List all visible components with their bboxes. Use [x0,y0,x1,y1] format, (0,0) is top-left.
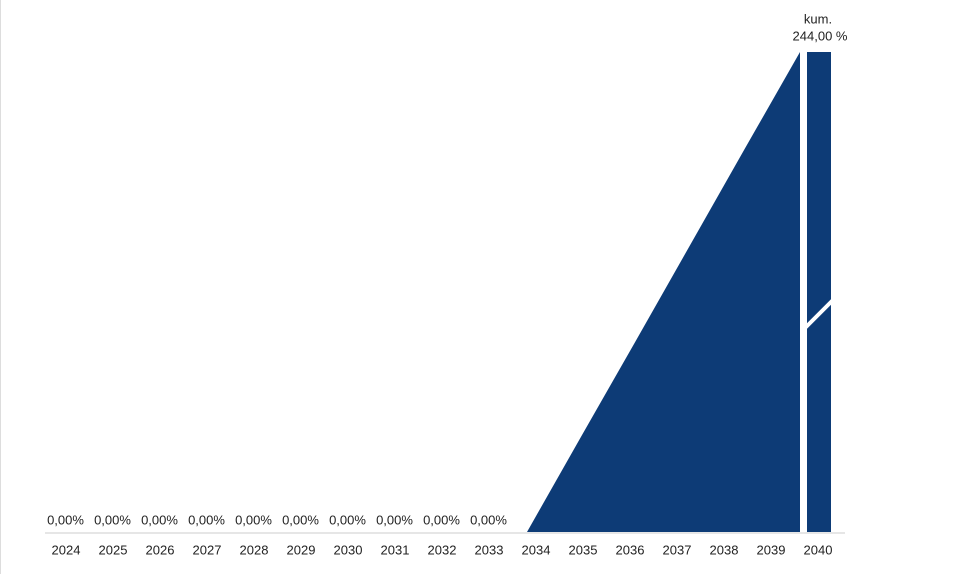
value-label: 0,00% [94,512,131,527]
value-label: 0,00% [188,512,225,527]
x-tick-label: 2030 [334,542,363,557]
x-tick-label: 2032 [428,542,457,557]
value-label: 0,00% [376,512,413,527]
x-tick-label: 2027 [193,542,222,557]
cumulative-label: 244,00 % [793,28,848,43]
x-tick-label: 2040 [804,542,833,557]
cumulative-bar [807,52,831,532]
value-label: 0,00% [423,512,460,527]
axis-break [803,298,835,330]
value-label: 0,00% [47,512,84,527]
x-tick-label: 2034 [522,542,551,557]
x-tick-label: 2026 [146,542,175,557]
x-tick-label: 2025 [99,542,128,557]
x-tick-label: 2035 [569,542,598,557]
value-label: 0,00% [282,512,319,527]
area [66,52,800,532]
x-tick-label: 2024 [52,542,81,557]
value-label: 0,00% [141,512,178,527]
x-tick-label: 2033 [475,542,504,557]
x-tick-label: 2031 [381,542,410,557]
x-tick-label: 2029 [287,542,316,557]
x-tick-label: 2039 [757,542,786,557]
x-tick-label: 2028 [240,542,269,557]
value-label: 0,00% [235,512,272,527]
cumulative-annotation: kum. [804,11,832,26]
value-label: 0,00% [470,512,507,527]
x-tick-label: 2036 [616,542,645,557]
x-tick-label: 2037 [663,542,692,557]
value-label: 0,00% [329,512,366,527]
x-tick-label: 2038 [710,542,739,557]
